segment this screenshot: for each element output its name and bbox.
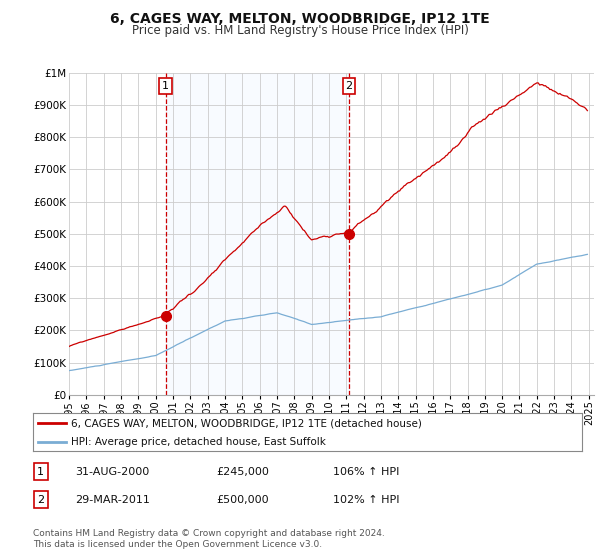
- Text: £500,000: £500,000: [216, 494, 269, 505]
- Text: 1: 1: [37, 466, 44, 477]
- Text: 106% ↑ HPI: 106% ↑ HPI: [333, 466, 400, 477]
- Text: 29-MAR-2011: 29-MAR-2011: [75, 494, 150, 505]
- Text: Contains HM Land Registry data © Crown copyright and database right 2024.
This d: Contains HM Land Registry data © Crown c…: [33, 529, 385, 549]
- Text: 2: 2: [346, 81, 353, 91]
- Text: £245,000: £245,000: [216, 466, 269, 477]
- Bar: [166, 73, 349, 395]
- Text: HPI: Average price, detached house, East Suffolk: HPI: Average price, detached house, East…: [71, 437, 326, 447]
- Text: 2: 2: [37, 494, 44, 505]
- Text: 6, CAGES WAY, MELTON, WOODBRIDGE, IP12 1TE: 6, CAGES WAY, MELTON, WOODBRIDGE, IP12 1…: [110, 12, 490, 26]
- Text: 1: 1: [162, 81, 169, 91]
- Text: Price paid vs. HM Land Registry's House Price Index (HPI): Price paid vs. HM Land Registry's House …: [131, 24, 469, 36]
- Text: 31-AUG-2000: 31-AUG-2000: [75, 466, 149, 477]
- Text: 102% ↑ HPI: 102% ↑ HPI: [333, 494, 400, 505]
- Text: 6, CAGES WAY, MELTON, WOODBRIDGE, IP12 1TE (detached house): 6, CAGES WAY, MELTON, WOODBRIDGE, IP12 1…: [71, 418, 422, 428]
